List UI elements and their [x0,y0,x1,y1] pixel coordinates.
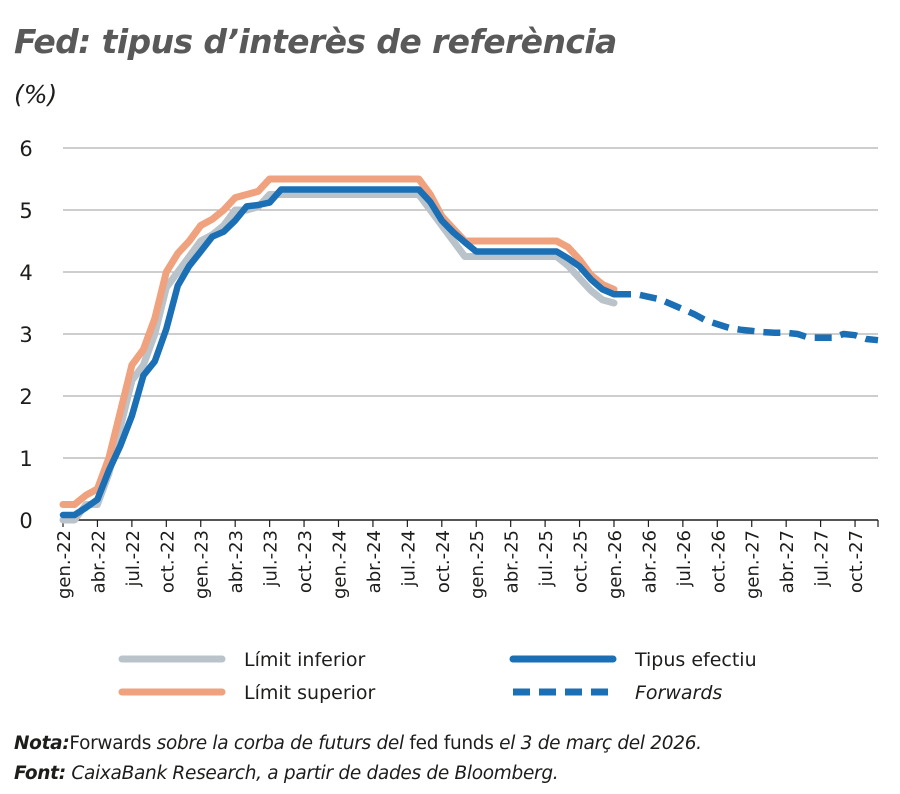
legend: Límit inferior Tipus efectiu Límit superio… [118,649,757,704]
x-tick-label: gen.-22 [54,530,75,599]
y-unit-label: (%) [14,80,58,109]
x-tick-label: abr.-24 [364,530,385,593]
legend-label: Forwards [635,682,722,704]
y-tick-label: 4 [19,261,32,285]
series-line-l-mit-inferior [59,191,618,524]
y-tick-labels: 0 1 2 3 4 5 6 [19,137,32,533]
y-tick-label: 6 [19,137,32,161]
x-tick-label: jul.-26 [674,530,695,588]
y-tick-label: 0 [19,509,32,533]
x-tick-label: jul.-23 [261,530,282,588]
x-tick-label: jul.-25 [536,530,557,588]
x-tick-label: gen.-25 [467,530,488,599]
x-tick-label: abr.-25 [502,530,523,593]
x-tick-label: jul.-22 [123,530,144,588]
x-tick-label: gen.-26 [605,530,626,599]
legend-label: Límit superior [244,682,376,704]
y-tick-label: 3 [19,323,32,347]
source-text: CaixaBank Research, a partir de dades de… [65,763,559,784]
x-tick-label: oct.-23 [295,530,316,593]
x-tick-label: abr.-22 [88,530,109,593]
x-tick-label: abr.-27 [777,530,798,593]
gridlines [63,147,878,459]
series-lines [59,175,879,524]
x-axis: gen.-22 abr.-22 jul.-22 oct.-22 gen.-23 abr.-… [54,519,879,599]
y-tick-label: 5 [19,199,32,223]
note-label: Nota: [14,733,70,754]
source-label: Font: [14,763,66,784]
legend-label: Tipus efectiu [634,649,757,671]
y-tick-label: 2 [19,385,32,409]
x-tick-label: oct.-27 [846,530,867,593]
series-line-l-mit-superior [59,175,618,508]
chart-note: Nota:Forwards sobre la corba de futurs d… [14,733,702,754]
series-line-tipus-efectiu [59,186,618,519]
x-tick-label: oct.-25 [571,530,592,593]
chart-source: Font: CaixaBank Research, a partir de da… [14,763,559,784]
x-tick-label: gen.-27 [743,530,764,599]
x-tick-label: jul.-24 [398,530,419,588]
series-line-forwards [614,291,879,344]
x-tick-label: abr.-26 [639,530,660,593]
legend-label: Límit inferior [244,649,366,671]
x-tick-label: oct.-22 [157,530,178,593]
x-tick-label: abr.-23 [226,530,247,593]
x-tick-label: gen.-24 [329,530,350,599]
note-text-4: el 3 de març del 2026. [493,733,702,754]
chart-title: Fed: tipus d’interès de referència [14,22,617,61]
x-tick-label: oct.-26 [708,530,729,593]
note-text-1: Forwards [69,733,152,754]
x-tick-label: jul.-27 [812,530,833,588]
x-tick-label: gen.-23 [192,530,213,599]
x-tick-label: oct.-24 [433,530,454,593]
y-tick-label: 1 [19,447,32,471]
note-text-2: sobre la corba de futurs del [151,733,410,754]
note-text-3: fed funds [409,733,494,754]
